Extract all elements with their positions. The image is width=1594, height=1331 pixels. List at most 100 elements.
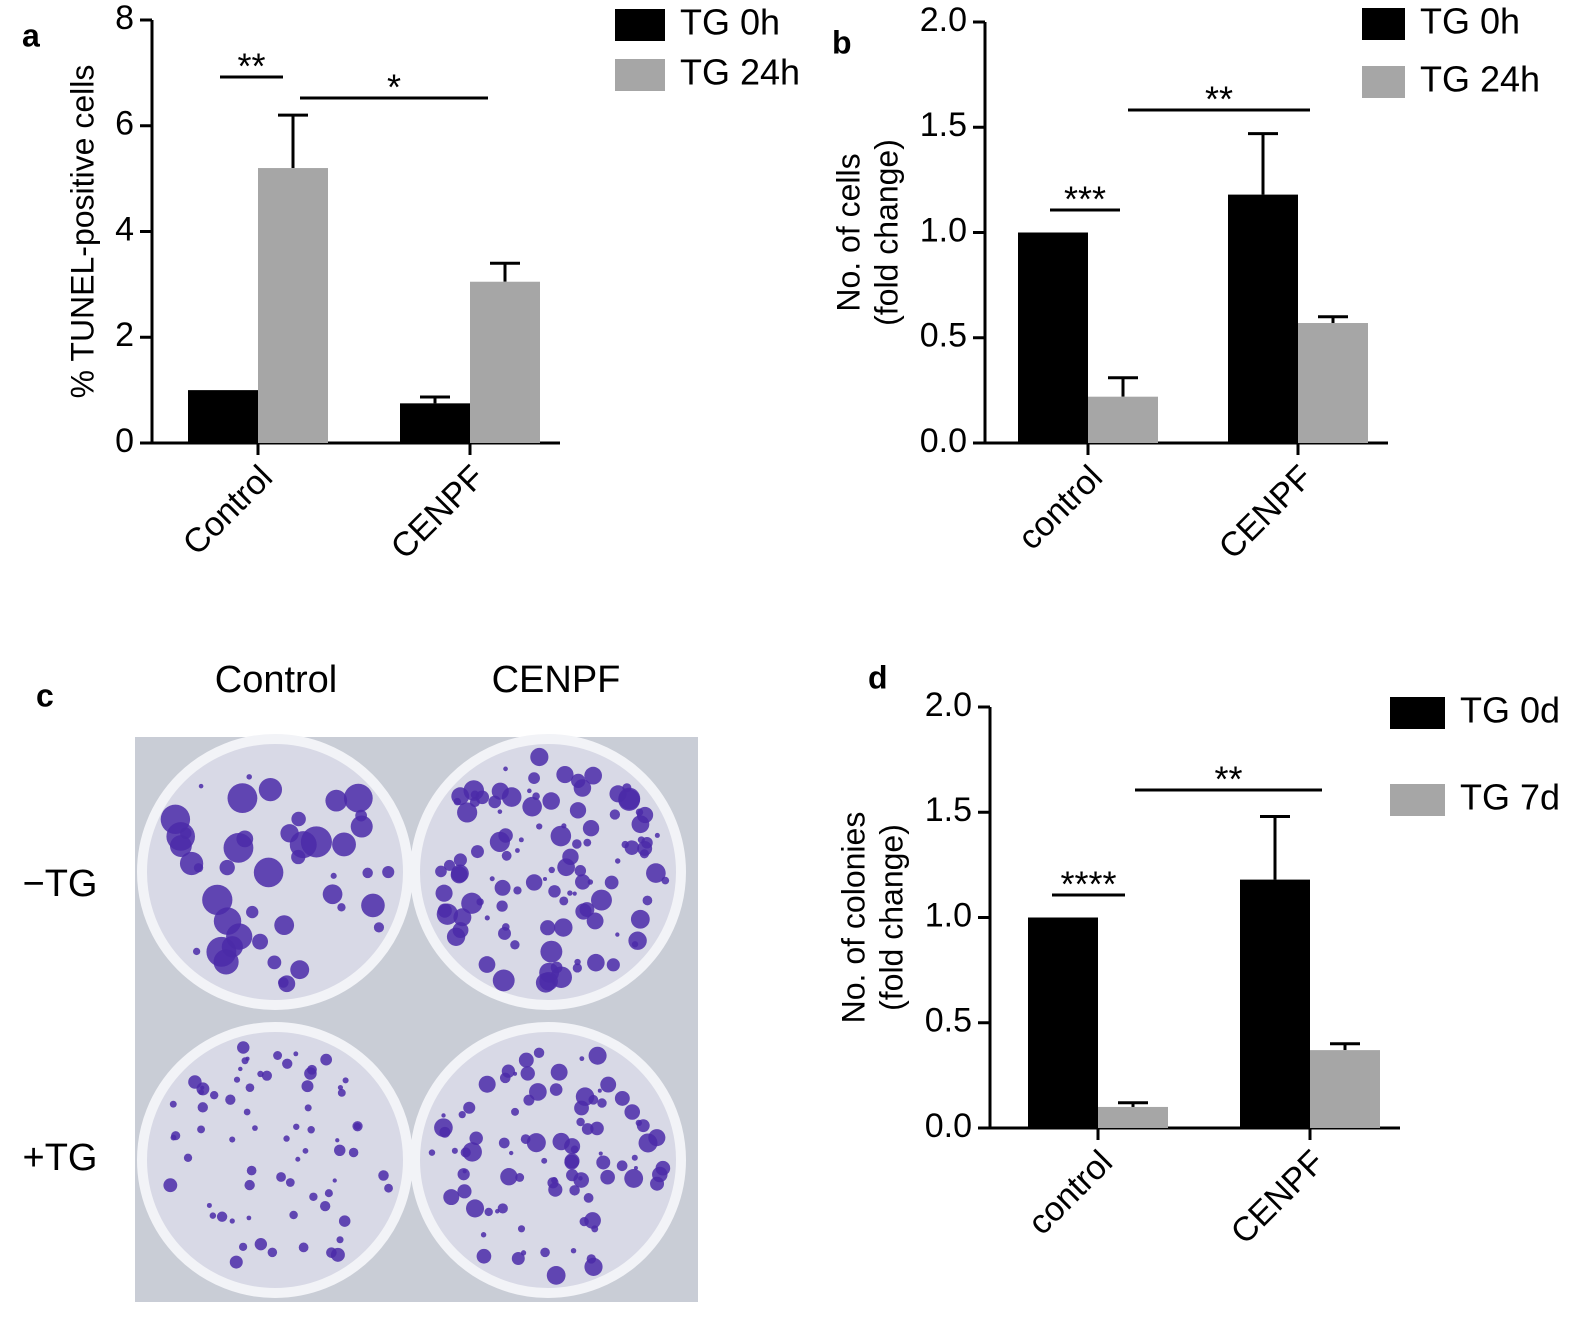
colony [229, 1255, 243, 1269]
colony [517, 1225, 526, 1233]
colony [437, 903, 452, 918]
colony [476, 1248, 492, 1264]
y-tick-label: 2.0 [920, 1, 967, 39]
colony [246, 905, 259, 919]
bar [1310, 1050, 1380, 1128]
colony [597, 1088, 602, 1093]
colony [463, 1101, 476, 1114]
colony [655, 1160, 671, 1176]
y-tick-label: 4 [115, 210, 134, 248]
colony [561, 823, 567, 829]
colony [503, 766, 508, 772]
colony [579, 902, 595, 917]
colony [572, 963, 582, 973]
colony [579, 1056, 585, 1062]
colony [238, 1066, 243, 1072]
colony [624, 840, 640, 855]
colony [322, 884, 343, 905]
colony [295, 1156, 301, 1162]
colony [520, 1134, 531, 1144]
colony [200, 1085, 205, 1090]
colony [350, 815, 373, 838]
colony [588, 1046, 607, 1065]
colony [342, 1077, 349, 1084]
colony [332, 1178, 337, 1183]
bar [1240, 879, 1310, 1128]
colony [337, 1088, 346, 1097]
colony [258, 777, 283, 802]
colony [573, 779, 592, 797]
colony [497, 1203, 508, 1214]
colony [554, 918, 573, 937]
colony [624, 1169, 644, 1188]
colony [362, 867, 373, 879]
colony [441, 1113, 446, 1118]
colony [334, 1144, 346, 1157]
legend-swatch [1390, 784, 1445, 816]
colony [183, 1153, 193, 1162]
colony [540, 920, 556, 936]
colony [301, 1080, 314, 1093]
colony [540, 1247, 550, 1258]
colony [520, 1250, 527, 1256]
colony [535, 972, 556, 993]
colony [631, 1154, 638, 1161]
colony [548, 866, 555, 874]
colony [450, 866, 468, 884]
bar [188, 390, 258, 443]
colony [304, 1104, 312, 1112]
colony [192, 947, 201, 956]
colony [522, 796, 542, 817]
colony [302, 1147, 309, 1154]
error-bar [1118, 1101, 1148, 1107]
colony [572, 891, 577, 896]
colony [352, 1121, 363, 1132]
legend-label: TG 0h [680, 2, 780, 43]
colony [591, 1225, 599, 1233]
colony [197, 1102, 208, 1113]
colony [384, 1183, 393, 1193]
colony [373, 922, 385, 933]
colony [631, 815, 650, 834]
colony [536, 823, 543, 830]
error-bar [420, 395, 450, 404]
y-tick-label: 8 [115, 0, 134, 37]
colony [520, 1066, 535, 1081]
x-tick-label: CENPF [1224, 1143, 1332, 1251]
colony [443, 1189, 460, 1206]
colony [170, 1134, 177, 1141]
y-tick-label: 0.0 [920, 422, 967, 460]
colony [476, 898, 484, 906]
colony [238, 1242, 248, 1251]
plates [137, 734, 686, 1298]
colony [198, 1089, 205, 1095]
colony [572, 839, 582, 849]
colony [606, 958, 620, 972]
colony [219, 859, 235, 876]
colony [494, 879, 511, 896]
colony [285, 1178, 295, 1187]
error-bar [1330, 1042, 1360, 1051]
colony [648, 1129, 666, 1147]
y-tick-label: 1.0 [920, 211, 967, 249]
colony [502, 923, 510, 931]
colony [622, 783, 632, 793]
colony [457, 1168, 470, 1181]
colony [243, 1108, 251, 1116]
colony [661, 876, 670, 885]
significance-label: **** [1060, 864, 1116, 905]
colony [639, 849, 649, 859]
legend-label: TG 24h [680, 52, 800, 93]
colony [590, 1121, 604, 1136]
colony [237, 1041, 250, 1054]
colony [501, 787, 522, 807]
colony [569, 802, 587, 819]
colony [574, 865, 587, 877]
y-axis-label: No. of cells [830, 153, 866, 311]
colony [180, 827, 192, 839]
error-bar [278, 113, 308, 169]
colony [480, 1232, 487, 1238]
colony [253, 857, 284, 888]
colony [496, 900, 508, 912]
